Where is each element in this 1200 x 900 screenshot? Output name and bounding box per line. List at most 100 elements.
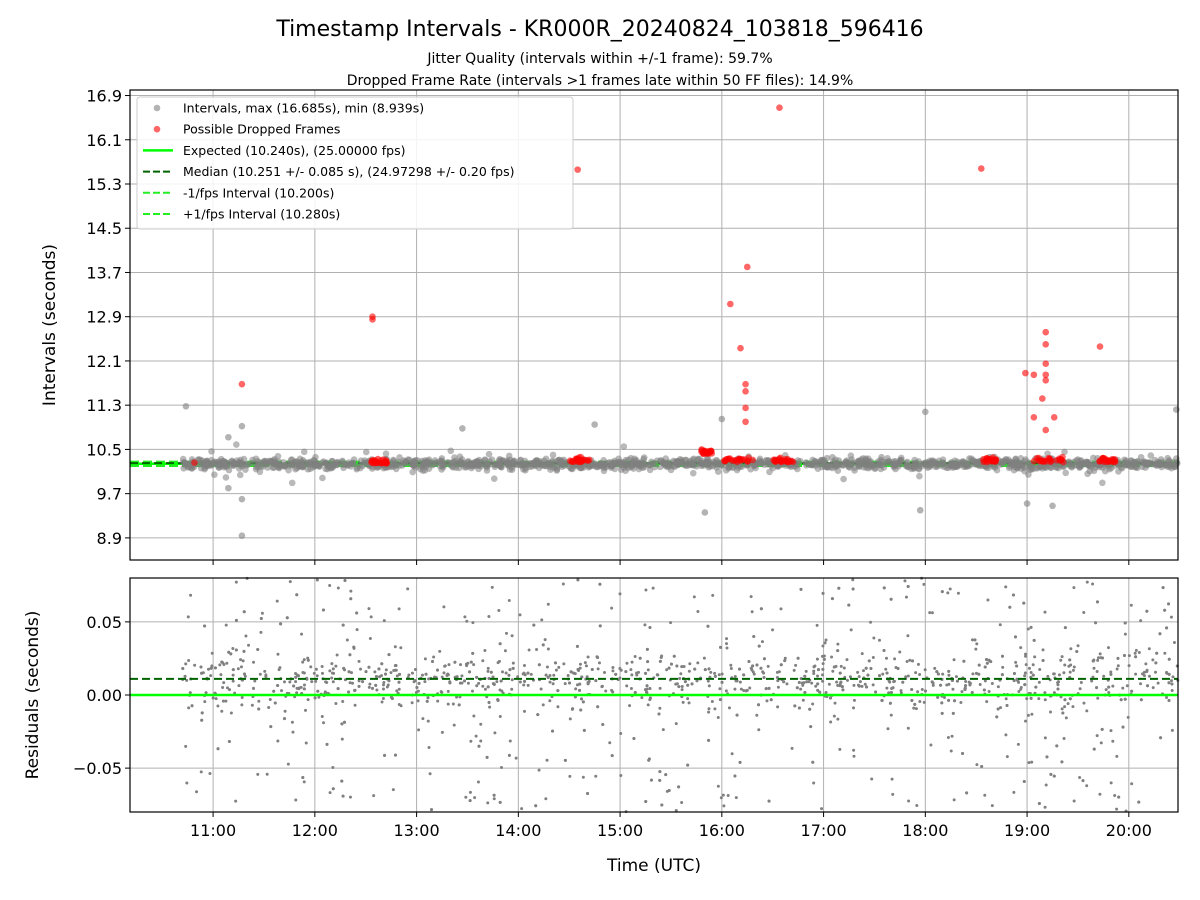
residual-point <box>492 682 496 686</box>
chart-subtitle-jitter: Jitter Quality (intervals within +/-1 fr… <box>426 51 772 67</box>
x-axis-label: Time (UTC) <box>606 856 701 876</box>
dropped-frame-point <box>1030 414 1038 421</box>
residual-point <box>707 710 711 714</box>
residuals-y-ticks: 0.05 0.00 −0.05 <box>73 613 130 778</box>
intervals-y-tick-label: 11.3 <box>86 396 122 415</box>
residual-point <box>933 666 937 670</box>
residual-point <box>858 680 862 684</box>
residual-point <box>347 670 351 674</box>
residual-point <box>438 649 442 653</box>
residual-point <box>189 593 193 597</box>
residual-point <box>428 772 432 776</box>
residual-point <box>1092 747 1096 751</box>
residual-point <box>820 673 824 677</box>
residual-point <box>1147 647 1151 651</box>
residual-point <box>367 665 371 669</box>
residual-point <box>983 679 987 683</box>
residual-point <box>996 685 1000 689</box>
residual-point <box>1024 663 1028 667</box>
residual-point <box>847 603 851 607</box>
residual-point <box>836 717 840 721</box>
residual-point <box>253 679 257 683</box>
residual-point <box>986 598 990 602</box>
residual-point <box>584 664 588 668</box>
residual-point <box>716 715 720 719</box>
intervals-y-tick-label: 14.5 <box>86 219 122 238</box>
residual-point <box>707 684 711 688</box>
residual-point <box>1032 638 1036 642</box>
residual-point <box>1023 674 1027 678</box>
residual-point <box>998 623 1002 627</box>
residual-point <box>1117 795 1121 799</box>
residual-point <box>1068 658 1072 662</box>
interval-point <box>261 459 269 466</box>
interval-point <box>1041 464 1049 471</box>
residual-point <box>476 780 480 784</box>
residual-point <box>899 689 903 693</box>
residual-point <box>585 675 589 679</box>
residual-point <box>384 672 388 676</box>
residual-point <box>1043 736 1047 740</box>
residual-point <box>878 674 882 678</box>
residual-point <box>1107 685 1111 689</box>
interval-point <box>356 464 364 472</box>
residual-point <box>1017 689 1021 693</box>
residual-point <box>871 655 875 659</box>
residual-point <box>334 701 338 705</box>
residual-point <box>483 649 487 653</box>
residual-point <box>973 638 977 642</box>
interval-point <box>1010 466 1018 474</box>
residual-point <box>431 659 435 663</box>
x-tick-label: 18:00 <box>902 821 948 840</box>
residual-point <box>793 704 797 708</box>
residual-point <box>762 657 766 661</box>
residual-point <box>1091 659 1095 663</box>
residual-point <box>1096 696 1100 700</box>
interval-point <box>703 455 711 463</box>
residual-point <box>725 637 729 641</box>
residual-point <box>504 631 508 635</box>
residual-point <box>779 607 783 611</box>
residual-point <box>757 728 761 732</box>
residual-point <box>982 688 986 692</box>
residual-point <box>630 660 634 664</box>
residual-point <box>941 672 945 676</box>
residual-point <box>833 701 837 705</box>
interval-point <box>884 454 891 462</box>
residual-point <box>1163 608 1167 612</box>
x-tick-label: 11:00 <box>190 821 236 840</box>
interval-point <box>438 462 446 470</box>
residual-point <box>649 778 653 782</box>
residual-point <box>910 698 914 702</box>
interval-point <box>895 459 902 467</box>
dropped-frame-point <box>1099 455 1107 462</box>
residual-point <box>1056 687 1060 691</box>
residual-point <box>1076 644 1080 648</box>
residual-point <box>838 747 842 751</box>
residual-point <box>237 684 241 688</box>
residual-point <box>378 675 382 679</box>
residual-point <box>852 698 856 702</box>
legend-box <box>136 96 574 230</box>
residual-point <box>200 671 204 675</box>
residual-point <box>959 701 963 705</box>
residual-point <box>382 680 386 684</box>
residual-point <box>1140 672 1144 676</box>
residual-point <box>485 755 489 759</box>
residual-point <box>216 704 220 708</box>
residual-point <box>977 672 981 676</box>
residual-point <box>751 670 755 674</box>
residual-point <box>397 680 401 684</box>
residual-point <box>970 638 974 642</box>
dropped-frame-point <box>238 380 246 388</box>
residual-point <box>276 739 280 743</box>
residual-point <box>1072 799 1076 803</box>
residual-point <box>965 791 969 795</box>
residual-point <box>563 682 567 686</box>
residual-point <box>195 790 199 794</box>
residual-point <box>496 699 500 703</box>
residual-point <box>885 686 889 690</box>
residual-point <box>257 707 261 711</box>
residual-point <box>812 781 816 785</box>
residual-point <box>838 684 842 688</box>
